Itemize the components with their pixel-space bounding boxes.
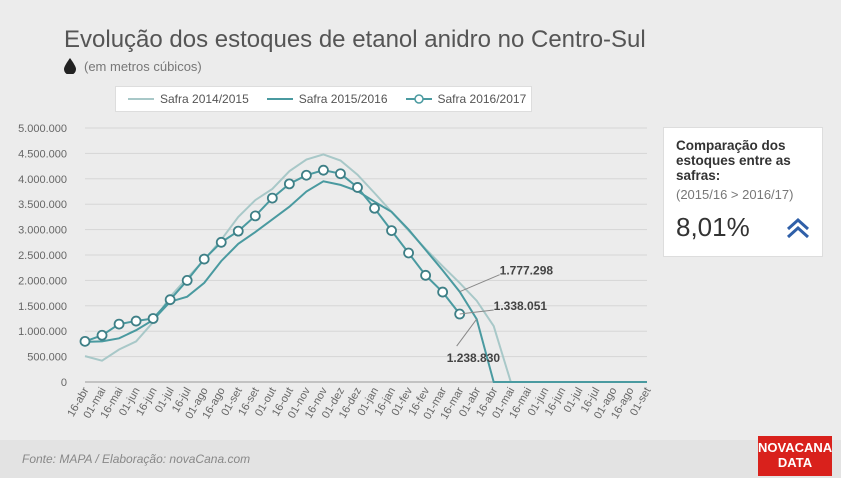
data-point bbox=[437, 286, 449, 298]
y-tick-label: 5.000.000 bbox=[18, 123, 67, 135]
annotation-leader bbox=[459, 274, 500, 293]
data-point bbox=[79, 335, 91, 347]
data-point bbox=[266, 192, 278, 204]
data-point bbox=[147, 313, 159, 324]
annotation-leader bbox=[459, 309, 494, 315]
y-tick-label: 4.500.000 bbox=[18, 148, 67, 160]
legend-label: Safra 2014/2015 bbox=[160, 92, 249, 106]
series-line bbox=[84, 153, 647, 383]
data-point bbox=[369, 202, 380, 214]
data-point bbox=[300, 169, 312, 181]
y-tick-label: 2.500.000 bbox=[18, 250, 67, 262]
comparison-value-row: 8,01% bbox=[676, 212, 810, 243]
y-tick-label: 1.000.000 bbox=[18, 326, 67, 338]
y-tick-label: 4.000.000 bbox=[18, 174, 67, 186]
data-point bbox=[96, 329, 108, 341]
y-tick-label: 1.500.000 bbox=[18, 301, 67, 313]
source-text: Fonte: MAPA / Elaboração: novaCana.com bbox=[22, 452, 251, 466]
data-point bbox=[403, 247, 414, 259]
legend-item: Safra 2015/2016 bbox=[266, 92, 388, 106]
y-tick-label: 3.000.000 bbox=[18, 225, 67, 237]
data-point bbox=[352, 182, 363, 193]
chart-subtitle: (em metros cúbicos) bbox=[84, 58, 202, 74]
chart-title: Evolução dos estoques de etanol anidro n… bbox=[64, 26, 646, 53]
data-point bbox=[215, 236, 227, 248]
legend-item: Safra 2014/2015 bbox=[128, 92, 249, 106]
series-line bbox=[84, 180, 647, 383]
annotation-label: 1.238.830 bbox=[447, 351, 501, 365]
data-point bbox=[232, 225, 244, 237]
brand-line-2: DATA bbox=[777, 455, 813, 470]
y-tick-label: 0 bbox=[61, 377, 67, 389]
data-point bbox=[113, 318, 125, 330]
brand-line-1: NOVACANA bbox=[758, 440, 833, 455]
data-point bbox=[420, 269, 432, 281]
y-tick-label: 500.000 bbox=[27, 352, 67, 364]
comparison-subtitle: (2015/16 > 2016/17) bbox=[676, 187, 794, 202]
legend-swatch bbox=[266, 98, 293, 100]
legend-item: Safra 2016/2017 bbox=[405, 92, 527, 106]
data-point bbox=[130, 315, 142, 327]
y-tick-label: 3.500.000 bbox=[18, 199, 67, 211]
double-chevron-up-icon bbox=[786, 217, 810, 238]
legend-swatch bbox=[128, 98, 154, 100]
line-chart: 0 500.000 1.000.000 1.500.000 2.000.000 2.500… bbox=[18, 123, 654, 422]
data-point bbox=[164, 294, 176, 306]
footer: Fonte: MAPA / Elaboração: novaCana.com bbox=[0, 440, 841, 478]
data-point bbox=[318, 164, 329, 176]
comparison-box: Comparação dos estoques entre as safras:… bbox=[663, 127, 823, 257]
data-point bbox=[283, 178, 295, 190]
legend-label: Safra 2015/2016 bbox=[298, 92, 388, 106]
subtitle-row: (em metros cúbicos) bbox=[64, 58, 202, 74]
annotation-label: 1.338.051 bbox=[494, 299, 548, 313]
comparison-value: 8,01% bbox=[676, 212, 750, 242]
annotation-leader bbox=[456, 318, 478, 347]
chart-legend: Safra 2014/2015 Safra 2015/2016 Safra 2016… bbox=[115, 86, 532, 112]
annotation-label: 1.777.298 bbox=[500, 264, 554, 278]
data-point bbox=[198, 253, 210, 265]
water-drop-icon bbox=[64, 58, 76, 74]
data-point bbox=[335, 168, 346, 180]
brand-logo: NOVACANA DATA bbox=[758, 436, 832, 476]
y-tick-label: 2.000.000 bbox=[18, 275, 67, 287]
legend-label: Safra 2016/2017 bbox=[437, 92, 527, 106]
data-point bbox=[181, 274, 193, 286]
comparison-heading: Comparação dos estoques entre as safras: bbox=[676, 138, 791, 183]
data-point bbox=[386, 225, 397, 237]
data-point bbox=[249, 210, 261, 222]
legend-swatch bbox=[405, 94, 432, 104]
